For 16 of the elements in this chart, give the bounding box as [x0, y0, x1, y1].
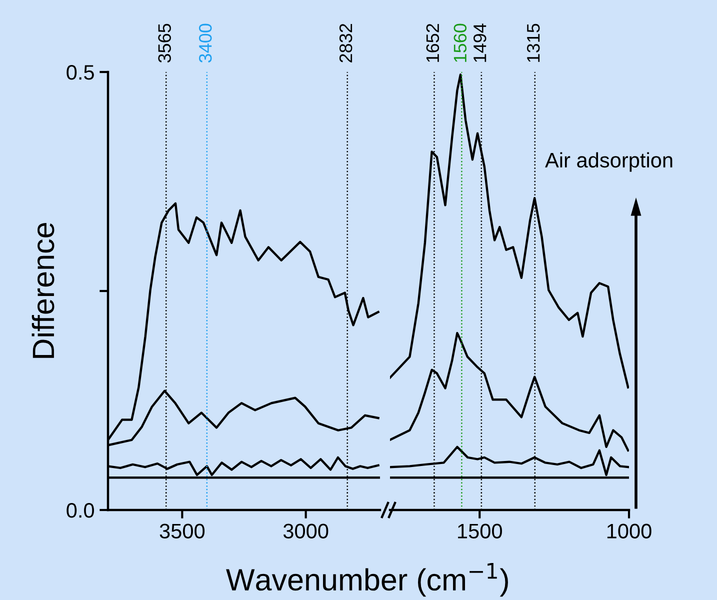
x-tick-label: 3000 [283, 524, 328, 538]
y-axis-title: Difference [32, 222, 54, 358]
y-tick-label: 0.0 [66, 503, 94, 518]
x-tick-label: 1000 [607, 524, 652, 538]
ref-line-label: 3565 [158, 24, 171, 63]
ref-line-label: 3400 [198, 24, 212, 63]
ref-line-label: 1652 [426, 24, 440, 62]
ref-line-label: 1494 [473, 24, 486, 62]
ref-line-label: 2832 [339, 24, 352, 62]
x-axis-title: Wavenumber (cm$^{−1}$) [226, 563, 508, 597]
annotation: Air adsorption [545, 152, 672, 172]
y-tick-label: 0.5 [66, 65, 94, 80]
x-tick-label: 3500 [160, 524, 205, 538]
ref-line-label: 1560 [454, 24, 467, 62]
x-tick-label: 1500 [458, 524, 502, 538]
ref-line-label: 1315 [526, 24, 540, 62]
